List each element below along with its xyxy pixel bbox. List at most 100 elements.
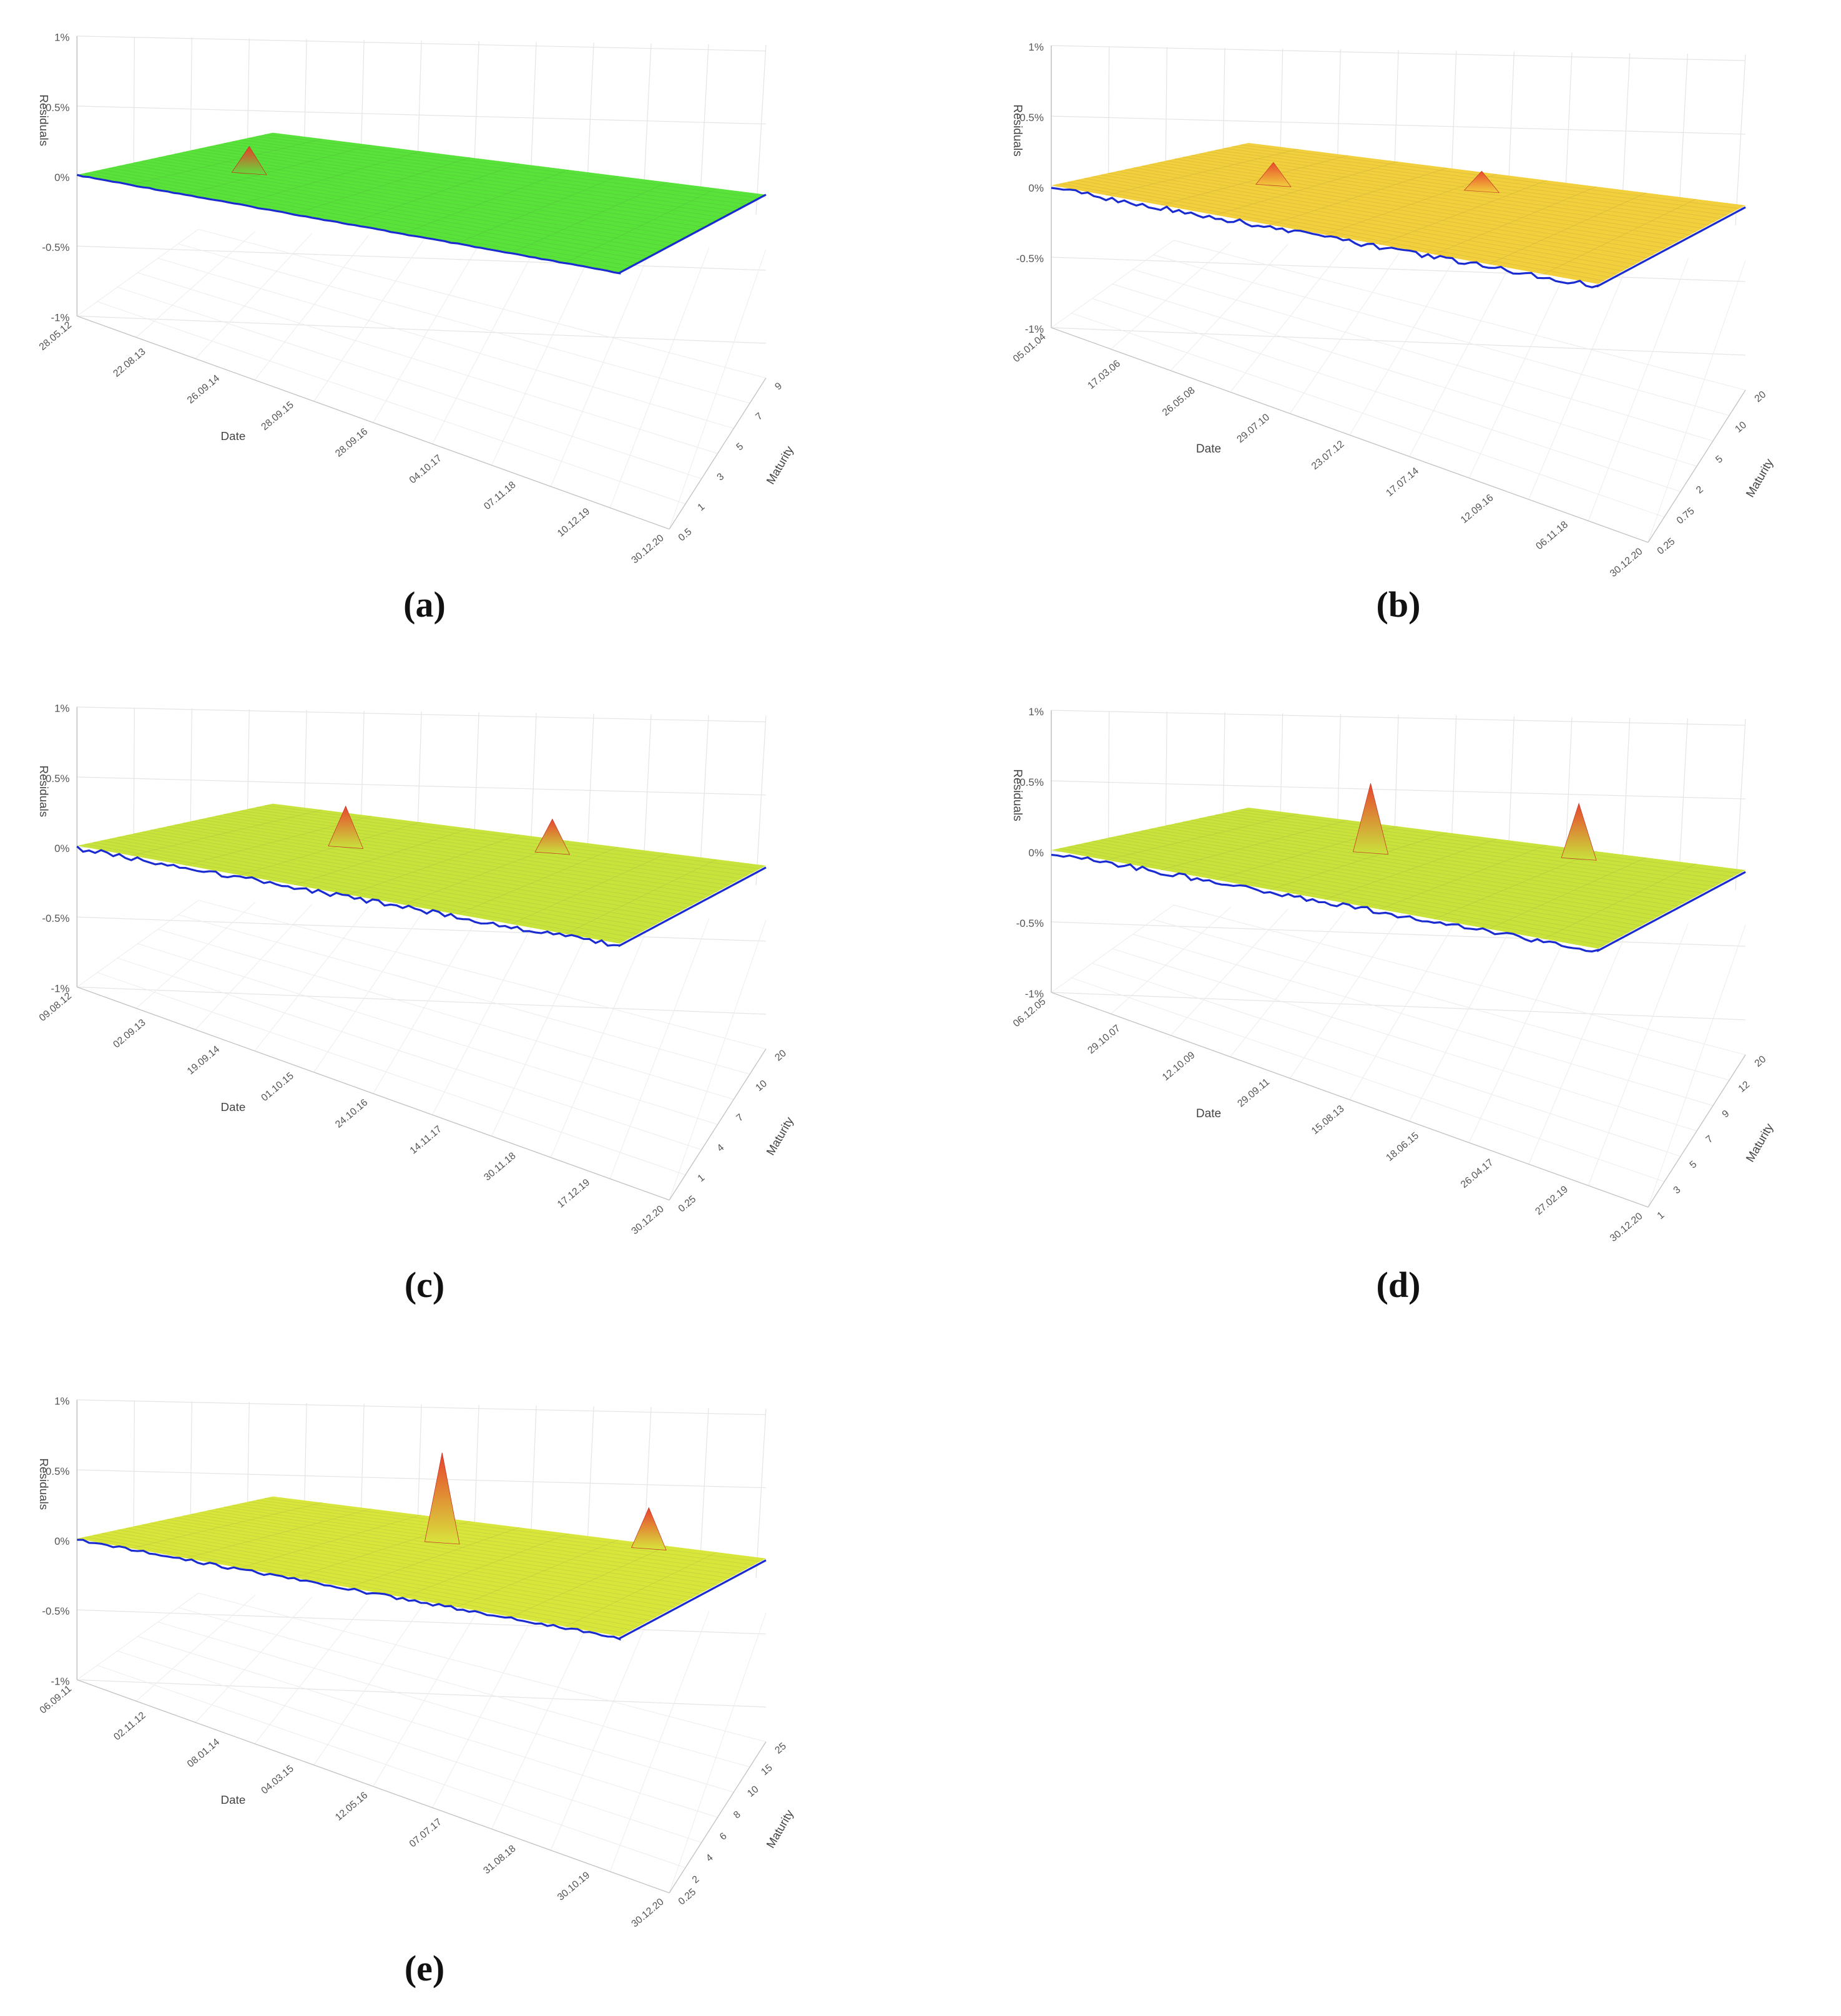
caption-d-text: (d) (1376, 1265, 1421, 1305)
date-tick-label: 04.03.15 (260, 1763, 296, 1796)
surface-mesh-line (293, 157, 471, 215)
gridline (77, 105, 766, 125)
date-tick-label: 29.09.11 (1235, 1077, 1272, 1109)
z-tick-label: 1% (54, 1396, 69, 1407)
surface-front-edge (1051, 853, 1746, 952)
maturity-tick-label: 15 (759, 1763, 775, 1778)
date-tick-label: 17.12.19 (556, 1177, 592, 1210)
date-tick-label: 30.11.18 (482, 1150, 518, 1183)
z-tick-label: 0.5% (1019, 112, 1044, 124)
z-tick-label: -1% (51, 311, 69, 323)
maturity-tick-label: 3 (1672, 1185, 1683, 1196)
gridline (178, 243, 750, 404)
surface-mesh-line (1379, 844, 1547, 910)
z-tick-label: 0% (54, 1535, 69, 1547)
gridline (1588, 258, 1689, 521)
surface-mesh-line (565, 1552, 717, 1627)
date-tick-label: 12.05.16 (333, 1790, 370, 1823)
surface-peak (1255, 162, 1292, 187)
gridline (77, 315, 766, 344)
gridline (157, 929, 734, 1100)
gridline (97, 972, 686, 1175)
gridline (373, 1603, 483, 1787)
gridline (373, 910, 483, 1094)
surface-layer (76, 132, 767, 275)
gridline (135, 1595, 256, 1701)
gridline (178, 1607, 750, 1768)
chart-panel-b: 1% 0.5% 0% -0.5% -1% Residuals 05.01.04 17.03.0… (999, 28, 1823, 579)
gridline (117, 1650, 702, 1843)
surface-front-edge (76, 845, 767, 947)
chart-frame: 1% 0.5% 0% -0.5% -1% Residuals 05.01.04 17.03.0… (1011, 41, 1776, 579)
maturity-tick-label: 2 (690, 1874, 702, 1886)
gridline (117, 286, 702, 479)
gridline (77, 1609, 766, 1635)
gridline (550, 1608, 653, 1851)
gridline (1051, 45, 1746, 61)
maturity-tick-label: 10 (754, 1078, 769, 1093)
surface-mesh-line (402, 1533, 569, 1598)
gridline (1289, 248, 1403, 414)
surface-mesh-line (1379, 180, 1547, 245)
maturity-tick-label: 1 (1656, 1210, 1667, 1221)
z-tick-label: 1% (1028, 41, 1044, 53)
surface-mesh-line (1488, 857, 1647, 929)
gridline (77, 916, 766, 942)
surface-peak (1353, 783, 1389, 855)
surface-mesh-line (1324, 174, 1498, 235)
surface-mesh-line (456, 1539, 619, 1608)
date-tick-label: 07.11.18 (482, 479, 518, 512)
maturity-tick-label: 3 (715, 471, 727, 483)
maturity-axis-line (1647, 389, 1746, 543)
maturity-tick-label: 20 (773, 1048, 788, 1063)
gridline (1071, 313, 1665, 517)
gridline (77, 1679, 766, 1708)
date-tick-label: 30.12.20 (630, 533, 666, 566)
caption-b: (b) (1323, 584, 1473, 625)
surface-mesh-line (240, 150, 421, 205)
gridline (77, 1399, 766, 1416)
caption-a: (a) (350, 584, 499, 625)
surface-mesh-line (1161, 820, 1348, 871)
gridline (609, 1610, 710, 1872)
gridline (137, 943, 718, 1125)
surface-mesh-line (1106, 149, 1299, 196)
surface-front-edge (77, 1539, 767, 1641)
gridline (1107, 711, 1110, 856)
surface-peak (231, 145, 267, 175)
date-tick-label: 04.10.17 (408, 453, 444, 486)
maturity-tick-label: 8 (732, 1809, 743, 1821)
surface-mesh-line (131, 1502, 323, 1549)
date-tick-label: 01.10.15 (260, 1070, 296, 1103)
surface-mesh-line (131, 810, 323, 856)
surface-chart-d: 1% 0.5% 0% -0.5% -1% Residuals 06.12.05 29.10.0… (1011, 706, 1776, 1244)
maturity-tick-label: 4 (715, 1142, 727, 1154)
date-tick-label: 30.12.20 (1608, 546, 1645, 579)
gridline (1153, 254, 1730, 416)
gridline (550, 916, 653, 1158)
gridline (1051, 921, 1746, 947)
gridline (550, 245, 653, 487)
z-tick-label: 0.5% (1019, 776, 1044, 788)
date-tick-label: 09.08.12 (37, 991, 74, 1024)
gridline (1092, 298, 1681, 492)
caption-e-text: (e) (404, 1948, 445, 1989)
surface-chart-c: 1% 0.5% 0% -0.5% -1% Residuals 09.08.12 02.09.1… (37, 703, 796, 1237)
gridline (1468, 919, 1574, 1143)
z-tick-label: 1% (54, 32, 69, 44)
gridline (755, 716, 767, 886)
gridline (1528, 256, 1632, 500)
chart-frame: 1% 0.5% 0% -0.5% -1% Residuals 06.09.11 02.11.1… (37, 1396, 796, 1930)
maturity-tick-label: 0.25 (677, 1887, 699, 1907)
surface-mesh-line (511, 853, 668, 924)
maturity-axis-title: Maturity (1744, 456, 1776, 499)
gridline (157, 258, 734, 429)
z-tick-label: -1% (1025, 988, 1044, 1000)
surface-layer (76, 803, 767, 947)
surface-mesh-line (1543, 198, 1696, 275)
surface-mesh-line (348, 834, 520, 895)
surface-front-edge (76, 174, 767, 275)
gridline (137, 272, 718, 454)
surface-mesh-line (131, 139, 323, 185)
z-tick-label: 0.5% (46, 773, 69, 785)
